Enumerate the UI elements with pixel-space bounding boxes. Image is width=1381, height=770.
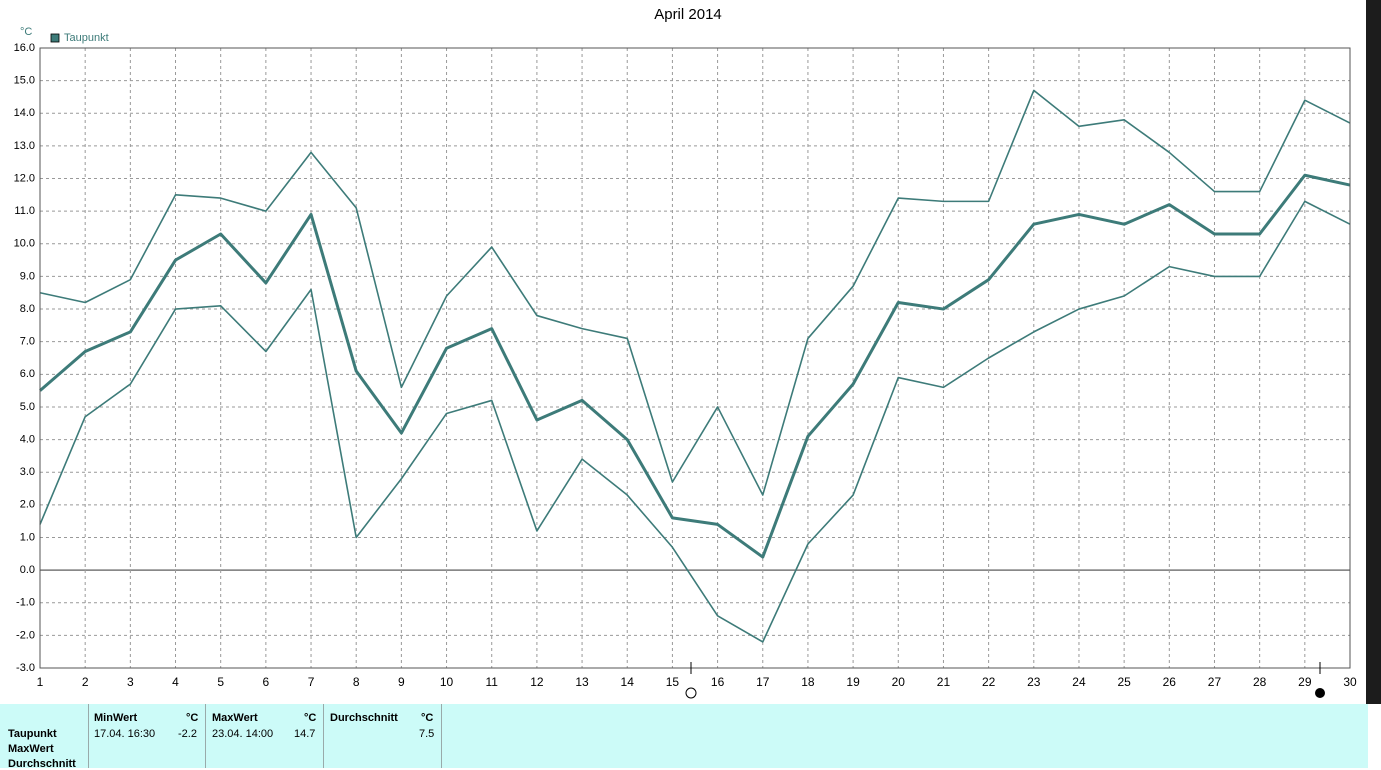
col-header: Durchschnitt [330,712,398,724]
stats-table: Taupunkt MaxWert Durchschnitt MinWert °C… [0,704,1368,770]
series-line [39,89,1351,496]
y-tick-label: 4.0 [20,433,35,445]
x-tick-label: 12 [530,675,544,689]
cell-when: 17.04. 16:30 [94,728,156,740]
x-tick-label: 15 [666,675,680,689]
x-tick-label: 4 [172,675,179,689]
x-tick-label: 8 [353,675,360,689]
y-tick-label: 14.0 [14,107,35,119]
y-unit: °C [20,26,32,38]
y-tick-label: 3.0 [20,466,35,478]
x-tick-label: 14 [621,675,635,689]
x-tick-label: 18 [801,675,815,689]
x-tick-label: 28 [1253,675,1267,689]
legend-swatch [50,33,60,43]
x-tick-label: 16 [711,675,725,689]
x-tick-label: 10 [440,675,454,689]
y-tick-label: -1.0 [16,597,35,609]
y-tick-label: 5.0 [20,401,35,413]
full-moon [685,687,697,699]
x-tick-label: 25 [1117,675,1131,689]
separator [441,704,442,768]
col-unit: °C [304,712,317,724]
plot-border [39,47,1351,669]
cell-value: 14.7 [294,728,316,740]
chart: April 2014 °C -3.0 -2.0 -1.0 0.0 1.0 2.0 3.0 4.… [14,0,1381,704]
y-tick-label: 2.0 [20,499,35,511]
y-tick-label: 15.0 [14,75,35,87]
series-line [39,200,1351,643]
separator [205,704,206,768]
x-tick-label: 2 [82,675,89,689]
cell-value: -2.2 [178,728,197,740]
series-line [39,173,1351,559]
chart-title: April 2014 [654,6,722,23]
x-tick-label: 23 [1027,675,1041,689]
x-tick-label: 26 [1163,675,1177,689]
x-tick-label: 27 [1208,675,1222,689]
x-tick-label: 21 [937,675,951,689]
separator [323,704,324,768]
row-label: Durchschnitt [8,758,76,770]
x-tick-label: 19 [846,675,860,689]
window-edge [1366,0,1381,704]
x-tick-label: 20 [892,675,906,689]
y-tick-label: 9.0 [20,270,35,282]
y-tick-label: -2.0 [16,629,35,641]
y-tick-label: 8.0 [20,303,35,315]
x-tick-label: 7 [308,675,315,689]
col-header: MaxWert [212,712,258,724]
col-unit: °C [186,712,199,724]
x-tick-label: 5 [217,675,224,689]
col-unit: °C [421,712,434,724]
cell-value: 7.5 [419,728,435,740]
x-tick-label: 30 [1343,675,1357,689]
x-tick-label: 24 [1072,675,1086,689]
legend-label: Taupunkt [64,32,109,44]
y-tick-label: 12.0 [14,172,35,184]
y-tick-label: 1.0 [20,531,35,543]
y-tick-label: 7.0 [20,336,35,348]
row-label: MaxWert [8,743,54,755]
x-tick-label: 11 [485,675,498,689]
x-tick-label: 29 [1298,675,1312,689]
cell-when: 23.04. 14:00 [212,728,274,740]
separator [88,704,89,768]
x-tick-label: 3 [127,675,134,689]
y-tick-label: -3.0 [16,662,35,674]
y-tick-label: 13.0 [14,140,35,152]
y-tick-label: 6.0 [20,368,35,380]
plot: -3.0 -2.0 -1.0 0.0 1.0 2.0 3.0 4.0 5.0 6.0 7.0 8.0 9… [14,42,1357,689]
y-tick-label: 16.0 [14,42,35,54]
x-tick-label: 17 [756,675,770,689]
x-tick-label: 1 [37,675,44,689]
x-tick-label: 22 [982,675,996,689]
x-tick-label: 13 [575,675,589,689]
x-tick-label: 9 [398,675,405,689]
y-tick-label: 0.0 [20,564,35,576]
y-tick-label: 10.0 [14,238,35,250]
col-header: MinWert [94,712,138,724]
row-label: Taupunkt [8,728,57,740]
y-tick-label: 11.0 [14,205,35,217]
x-tick-label: 6 [263,675,270,689]
new-moon [1315,688,1325,698]
